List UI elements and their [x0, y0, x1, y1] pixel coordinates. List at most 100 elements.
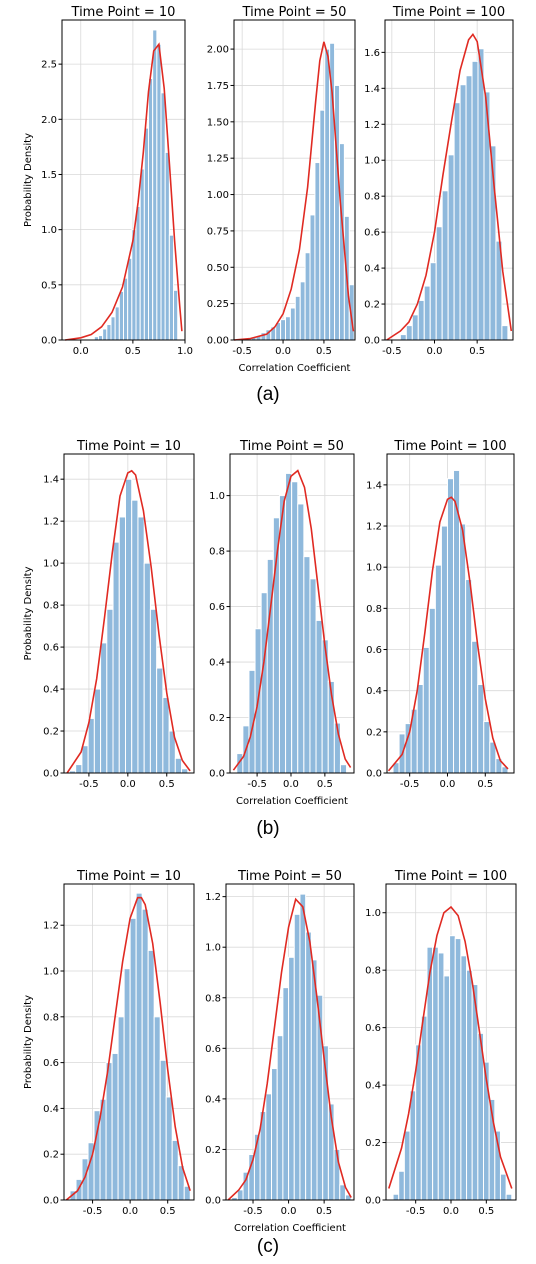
histogram-bar: [168, 234, 175, 341]
histogram-bar: [124, 478, 133, 774]
y-tick-label: 0.4: [205, 1094, 221, 1105]
y-tick-label: 1.50: [207, 117, 229, 128]
histogram-bar: [454, 938, 462, 1201]
histogram-bar: [265, 1093, 273, 1201]
histogram-bar: [293, 913, 301, 1201]
histogram-bar: [137, 516, 145, 774]
x-tick-label: 0.0: [440, 779, 456, 790]
fitted-density-curve: [64, 42, 183, 341]
histogram-bar: [437, 952, 445, 1201]
y-tick-label: 0.75: [207, 226, 229, 237]
histogram-bar: [159, 1059, 167, 1201]
histogram-bar: [143, 127, 150, 341]
histogram-bar: [499, 1173, 507, 1201]
histogram-bar: [303, 556, 311, 774]
subplot-title: Time Point = 100: [392, 5, 505, 20]
histogram-bar: [505, 1193, 513, 1201]
histogram-bar: [411, 314, 419, 341]
histogram-bar: [460, 955, 468, 1201]
y-tick-label: 1.00: [207, 190, 229, 201]
y-tick-label: 2.0: [41, 115, 57, 126]
histogram-bar: [110, 316, 116, 341]
axes-frame: [386, 453, 515, 774]
y-tick-label: 0.6: [365, 1023, 381, 1034]
histogram-bar: [435, 226, 443, 341]
y-tick-label: 0.0: [43, 1196, 59, 1207]
axes-frame: [61, 19, 186, 341]
fitted-density-curve: [227, 897, 352, 1201]
histogram-bar: [156, 667, 164, 774]
y-tick-label: 0.00: [207, 336, 229, 347]
histogram-bar: [118, 290, 124, 341]
histogram-bar: [97, 335, 104, 341]
histogram-bar: [288, 956, 295, 1201]
subplot-b-2: -0.5 0.0 0.5 0.0 0.2 0.4 0.6 0.8 1.0 Time Point =…: [209, 439, 355, 807]
subplot-c-1: -0.5 0.0 0.5 0.0 0.2 0.4 0.6 0.8 1.0 1.2 Time Poin…: [23, 869, 195, 1217]
histogram-bar: [465, 75, 473, 341]
y-tick-label: 0.8: [205, 993, 221, 1004]
x-tick-label: 0.0: [283, 779, 299, 790]
subplot-title: Time Point = 50: [242, 5, 347, 20]
x-tick-label: 0.0: [275, 346, 291, 357]
histogram-bar: [129, 917, 137, 1201]
y-tick-label: 0.2: [365, 1138, 381, 1149]
y-tick-label: 1.2: [205, 892, 221, 903]
histogram-bar: [135, 205, 141, 341]
histogram-bar: [106, 324, 112, 341]
histogram-bar: [141, 908, 149, 1201]
histogram-bar: [449, 935, 456, 1201]
y-tick-label: 1.4: [364, 84, 380, 95]
histogram-bar: [143, 562, 151, 774]
histogram-bar: [81, 745, 89, 774]
histogram-bar: [459, 523, 467, 774]
y-tick-label: 0.0: [205, 1196, 221, 1207]
histogram-bar: [334, 84, 340, 341]
histogram-bar: [282, 987, 290, 1201]
x-tick-label: 1.0: [177, 346, 193, 357]
subplot-c-3: -0.5 0.0 0.5 0.0 0.2 0.4 0.6 0.8 1.0 Time Point =…: [365, 869, 517, 1217]
axes-frame: [63, 453, 195, 774]
axes-frame: [229, 453, 355, 774]
histogram-bar: [112, 541, 120, 774]
x-axis-label: Correlation Coefficient: [234, 1223, 346, 1234]
subplot-b-1: -0.5 0.0 0.5 0.0 0.2 0.4 0.6 0.8 1.0 1.2 1.4 Time P…: [23, 439, 195, 790]
histogram-bar: [117, 1016, 125, 1201]
histogram-bar: [403, 1130, 411, 1201]
histogram-bar: [417, 299, 425, 341]
y-tick-label: 1.2: [366, 522, 382, 533]
panel-caption: (b): [256, 818, 279, 839]
histogram-bar: [93, 688, 102, 774]
histogram-bar: [299, 281, 306, 341]
y-tick-label: 0.2: [43, 727, 59, 738]
subplot-title: Time Point = 100: [393, 439, 506, 454]
y-tick-label: 1.25: [207, 154, 229, 165]
x-tick-label: 0.0: [73, 346, 89, 357]
histogram-bar: [102, 328, 108, 341]
histogram-bar: [87, 717, 95, 774]
histogram-bar: [162, 696, 170, 774]
histogram-bar: [309, 214, 316, 341]
y-tick-label: 0.4: [43, 1104, 59, 1115]
histogram-bar: [123, 968, 131, 1201]
histogram-bar: [443, 975, 451, 1201]
histogram-bar: [75, 764, 83, 774]
histogram-bar: [278, 495, 287, 774]
histogram-bar: [114, 306, 120, 341]
y-tick-label: 0.6: [43, 643, 59, 654]
y-tick-label: 0.0: [43, 769, 59, 780]
histogram-bar: [149, 608, 158, 774]
histogram-bar: [294, 295, 301, 341]
panel-caption: (a): [256, 384, 279, 405]
histogram-bar: [483, 721, 491, 774]
histogram-bar: [409, 1090, 417, 1201]
y-tick-label: 2.5: [41, 60, 57, 71]
histogram-bar: [173, 289, 179, 341]
y-tick-label: 0.50: [207, 263, 229, 274]
y-tick-label: 0.6: [209, 602, 225, 613]
histogram-bar: [309, 578, 317, 774]
histogram-bar: [447, 154, 455, 341]
y-tick-label: 0.2: [205, 1145, 221, 1156]
x-tick-label: 0.0: [281, 1206, 297, 1217]
y-tick-label: 1.0: [43, 967, 59, 978]
histogram-bar: [123, 277, 129, 341]
